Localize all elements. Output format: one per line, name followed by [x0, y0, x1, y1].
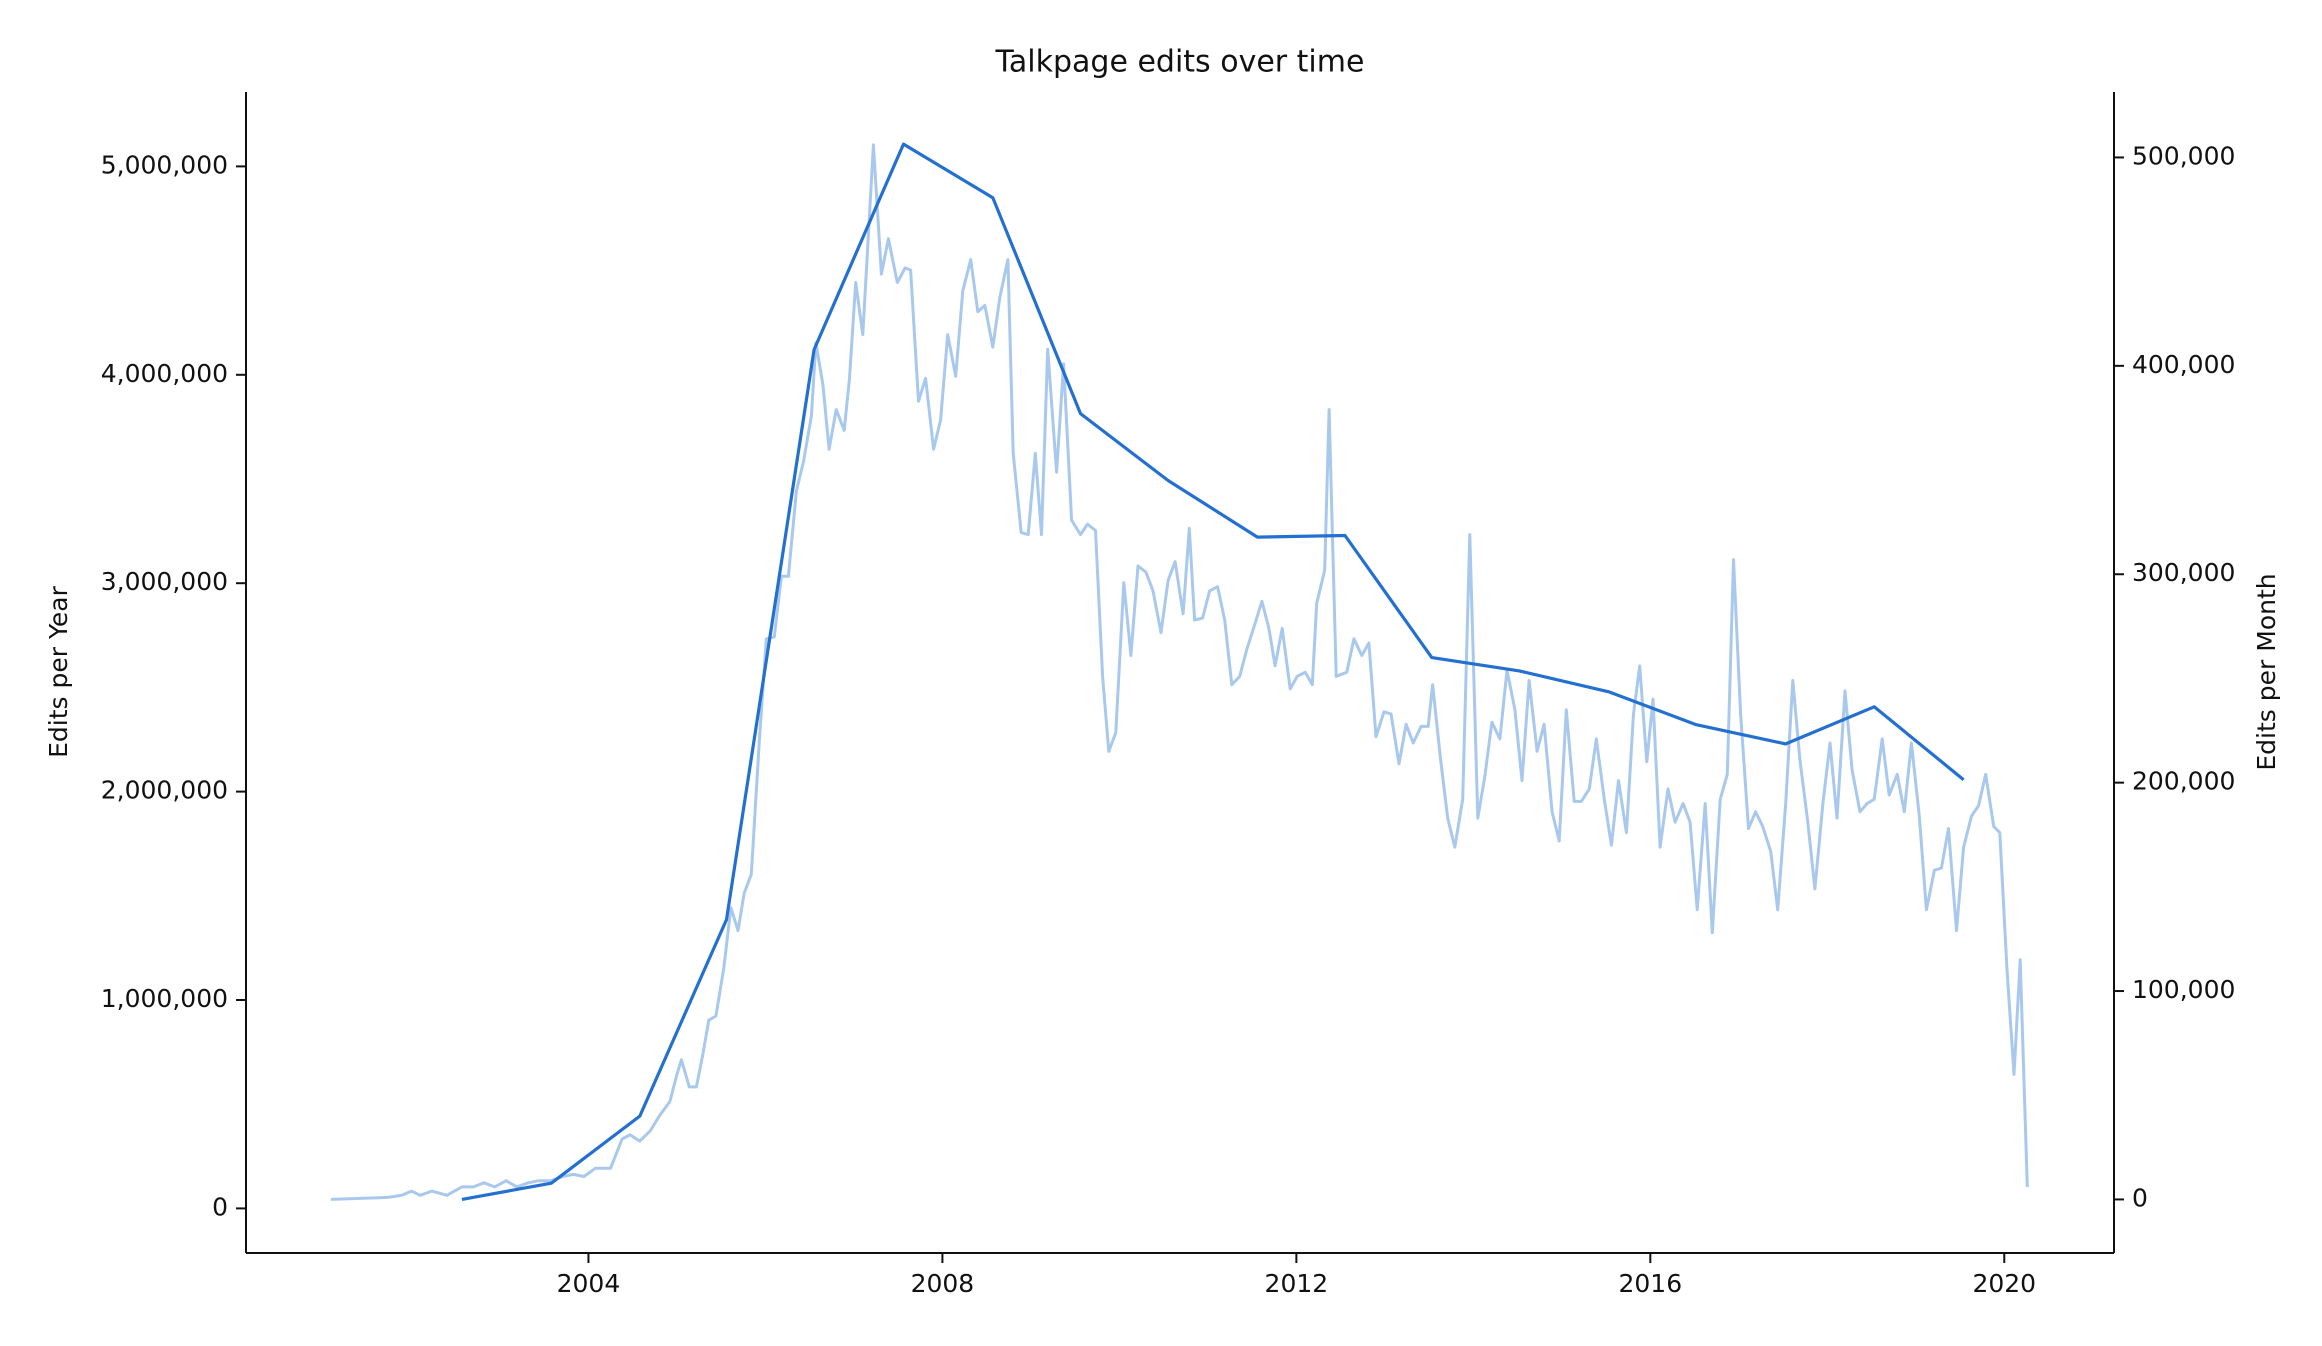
series-line	[330, 143, 2029, 1201]
x-tick-label: 2020	[1972, 1269, 2036, 1298]
x-tick-label: 2004	[557, 1269, 621, 1298]
chart-title: Talkpage edits over time	[995, 45, 1365, 80]
y-tick-label: 4,000,000	[101, 359, 228, 388]
y2-tick-label: 100,000	[2132, 975, 2235, 1004]
x-tick-label: 2016	[1619, 1269, 1683, 1298]
y-tick-label: 1,000,000	[101, 984, 228, 1013]
series-line	[461, 142, 1965, 1201]
y-tick-label: 3,000,000	[101, 567, 228, 596]
y-tick-label: 5,000,000	[101, 150, 228, 179]
y2-tick-label: 300,000	[2132, 558, 2235, 587]
y2-tick-label: 200,000	[2132, 767, 2235, 796]
y2-tick-label: 500,000	[2132, 141, 2235, 170]
x-tick-label: 2008	[911, 1269, 975, 1298]
y2-tick-label: 400,000	[2132, 350, 2235, 379]
x-tick-label: 2012	[1265, 1269, 1329, 1298]
y2-axis-label: Edits per Month	[2252, 573, 2281, 770]
y-axis-label: Edits per Year	[44, 585, 73, 758]
y2-tick-label: 0	[2132, 1183, 2148, 1212]
y-tick-label: 2,000,000	[101, 776, 228, 805]
y-tick-label: 0	[212, 1192, 228, 1221]
